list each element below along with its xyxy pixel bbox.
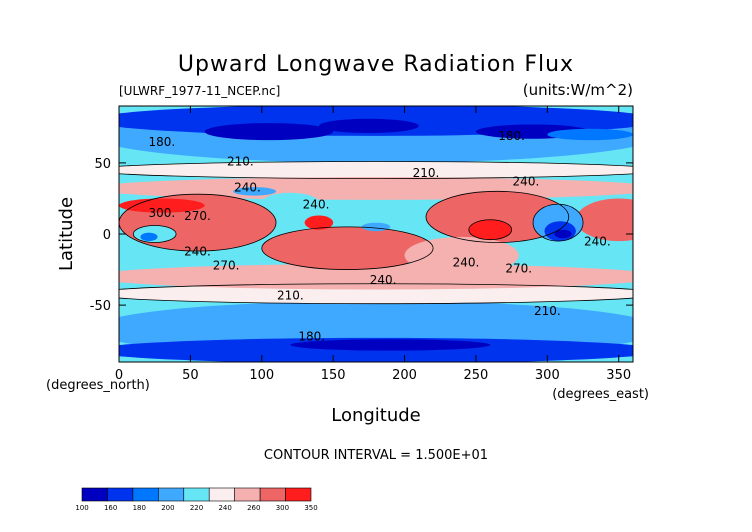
contour-value-label: 240. <box>184 244 211 258</box>
contour-labels: 180. 180. 180. 210. 210. 210. 210. 240. 240. 240.… <box>148 129 610 344</box>
flux-region <box>318 118 419 134</box>
contour-line <box>119 161 633 179</box>
contour-lines <box>119 161 633 305</box>
contour-line <box>425 190 570 243</box>
colorbar-swatch <box>107 487 134 502</box>
flux-region <box>333 205 419 220</box>
contour-line <box>261 226 434 270</box>
x-unit-label: (degrees_east) <box>552 387 649 402</box>
contour-interval: CONTOUR INTERVAL = 1.500E+01 <box>264 448 488 463</box>
flux-region <box>140 232 158 242</box>
file-label: [ULWRF_1977-11_NCEP.nc] <box>119 84 280 98</box>
flux-region <box>290 339 491 351</box>
flux-region <box>304 215 334 230</box>
colorbar-tick-label: 160 <box>104 504 117 512</box>
y-tick-label: -50 <box>90 299 111 314</box>
contour-value-label: 210. <box>227 155 254 169</box>
y-tick-label: 50 <box>94 157 111 172</box>
x-tick-label: 200 <box>392 368 417 383</box>
colorbar-tick-label: 260 <box>247 504 260 512</box>
contour-value-label: 180. <box>498 129 525 143</box>
flux-region <box>575 198 633 242</box>
y-axis-label: Latitude <box>56 197 77 271</box>
flux-region <box>547 128 633 141</box>
contour-value-label: 240. <box>513 175 540 189</box>
contour-value-label: 240. <box>370 273 397 287</box>
flux-field <box>119 106 633 362</box>
colorbar-tick-label: 240 <box>218 504 231 512</box>
colorbar-swatch <box>158 487 185 502</box>
contour-value-label: 210. <box>413 166 440 180</box>
colorbar: 100 160 180 200 220 240 260 300 350 <box>75 487 318 512</box>
contour-line <box>532 203 584 242</box>
colorbar-swatch <box>132 487 159 502</box>
flux-region <box>554 229 572 239</box>
flux-region <box>119 283 633 304</box>
colorbar-tick-label: 220 <box>190 504 203 512</box>
colorbar-tick-label: 200 <box>161 504 174 512</box>
contour-value-label: 180. <box>148 135 175 149</box>
contour-value-label: 270. <box>505 261 532 275</box>
colorbar-swatch <box>208 487 235 502</box>
flux-region <box>361 222 391 232</box>
contour-line <box>132 225 177 243</box>
y-axis: -50 0 50 <box>90 157 633 314</box>
colorbar-swatch <box>285 487 312 502</box>
flux-region <box>119 198 205 213</box>
contour-line <box>468 219 513 241</box>
y-unit-label: (degrees_north) <box>46 378 150 393</box>
contour-line <box>119 193 277 252</box>
flux-region <box>119 263 633 290</box>
x-tick-label: 150 <box>321 368 346 383</box>
contour-value-label: 240. <box>303 197 330 211</box>
flux-region <box>468 219 512 240</box>
contour-value-label: 240. <box>584 234 611 248</box>
contour-value-label: 270. <box>184 209 211 223</box>
contour-value-label: 270. <box>213 259 240 273</box>
contour-value-label: 180. <box>298 330 325 344</box>
colorbar-swatch <box>183 487 210 502</box>
contour-value-label: 210. <box>277 288 304 302</box>
colorbar-swatch <box>81 487 108 502</box>
flux-region <box>119 161 633 179</box>
x-tick-label: 100 <box>249 368 274 383</box>
y-tick-label: 0 <box>103 228 111 243</box>
contour-line <box>119 283 633 305</box>
x-tick-label: 50 <box>182 368 199 383</box>
chart-title: Upward Longwave Radiation Flux <box>178 52 574 77</box>
colorbar-tick-label: 100 <box>75 504 88 512</box>
contour-value-label: 210. <box>534 304 561 318</box>
x-tick-label: 250 <box>464 368 489 383</box>
colorbar-tick-label: 180 <box>133 504 146 512</box>
colorbar-tick-label: 350 <box>304 504 317 512</box>
contour-value-label: 240. <box>234 180 261 194</box>
x-axis: 0 50 100 150 200 250 300 350 <box>115 106 631 383</box>
flux-region <box>233 187 277 196</box>
x-axis-label: Longitude <box>331 405 421 426</box>
contour-value-label: 240. <box>453 256 480 270</box>
contour-value-label: 300. <box>148 206 175 220</box>
x-tick-label: 300 <box>535 368 560 383</box>
flux-region <box>425 191 569 243</box>
flux-region <box>261 192 319 213</box>
plot-area: 180. 180. 180. 210. 210. 210. 210. 240. 240. 240.… <box>119 106 633 362</box>
units-label: (units:W/m^2) <box>523 81 633 99</box>
x-tick-label: 350 <box>606 368 631 383</box>
flux-region <box>261 226 434 270</box>
colorbar-tick-label: 300 <box>276 504 289 512</box>
colorbar-swatch <box>234 487 261 502</box>
colorbar-swatch <box>259 487 286 502</box>
x-tick-label: 0 <box>115 368 123 383</box>
flux-region <box>204 123 334 141</box>
